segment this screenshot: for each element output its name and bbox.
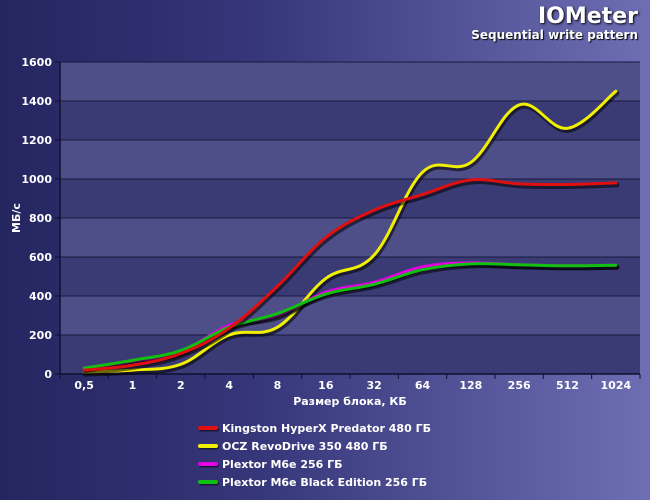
series-shadow — [82, 90, 620, 377]
series-shadow — [82, 179, 620, 375]
y-tick-label: 800 — [29, 212, 52, 225]
x-tick-label: 0,5 — [74, 379, 94, 392]
axes — [55, 61, 641, 379]
chart-subtitle: Sequential write pattern — [471, 28, 638, 42]
y-axis-label: МБ/с — [10, 203, 23, 233]
legend-label: Plextor M6e Black Edition 256 ГБ — [222, 476, 427, 489]
legend-label: OCZ RevoDrive 350 480 ГБ — [222, 440, 388, 453]
y-tick-label: 0 — [44, 368, 52, 381]
chart-title: IOMeter — [538, 4, 638, 29]
x-tick-label: 512 — [556, 379, 579, 392]
x-tick-label: 32 — [367, 379, 382, 392]
legend: Kingston HyperX Predator 480 ГБ OCZ RevoD… — [198, 422, 431, 489]
plot-band — [60, 296, 640, 335]
series-line — [82, 89, 618, 374]
y-tick-label: 1600 — [21, 56, 52, 69]
y-tick-label: 1200 — [21, 134, 52, 147]
y-tick-label: 600 — [29, 251, 52, 264]
x-tick-label: 64 — [415, 379, 431, 392]
series-line — [82, 178, 618, 372]
x-tick-label: 1024 — [601, 379, 632, 392]
x-tick-label: 2 — [177, 379, 185, 392]
legend-label: Kingston HyperX Predator 480 ГБ — [222, 422, 431, 435]
legend-label: Plextor M6e 256 ГБ — [222, 458, 343, 471]
x-axis-label: Размер блока, КБ — [293, 395, 407, 408]
y-tick-label: 1400 — [21, 95, 52, 108]
y-tick-label: 400 — [29, 290, 52, 303]
y-tick-labels: 0 200 400 600 800 1000 1200 1400 1600 — [21, 56, 52, 381]
plot-band — [60, 62, 640, 101]
y-tick-label: 1000 — [21, 173, 52, 186]
x-tick-labels: 0,5 1 2 4 8 16 32 64 128 256 512 1024 — [74, 379, 631, 392]
x-tick-label: 1 — [129, 379, 137, 392]
y-tick-label: 200 — [29, 329, 52, 342]
x-tick-label: 16 — [318, 379, 334, 392]
x-tick-label: 4 — [225, 379, 233, 392]
x-tick-label: 256 — [508, 379, 531, 392]
series-line — [82, 262, 618, 370]
series-lines — [82, 89, 620, 377]
x-tick-label: 8 — [274, 379, 282, 392]
plot-band — [60, 140, 640, 179]
plot-band — [60, 101, 640, 140]
x-tick-label: 128 — [459, 379, 482, 392]
